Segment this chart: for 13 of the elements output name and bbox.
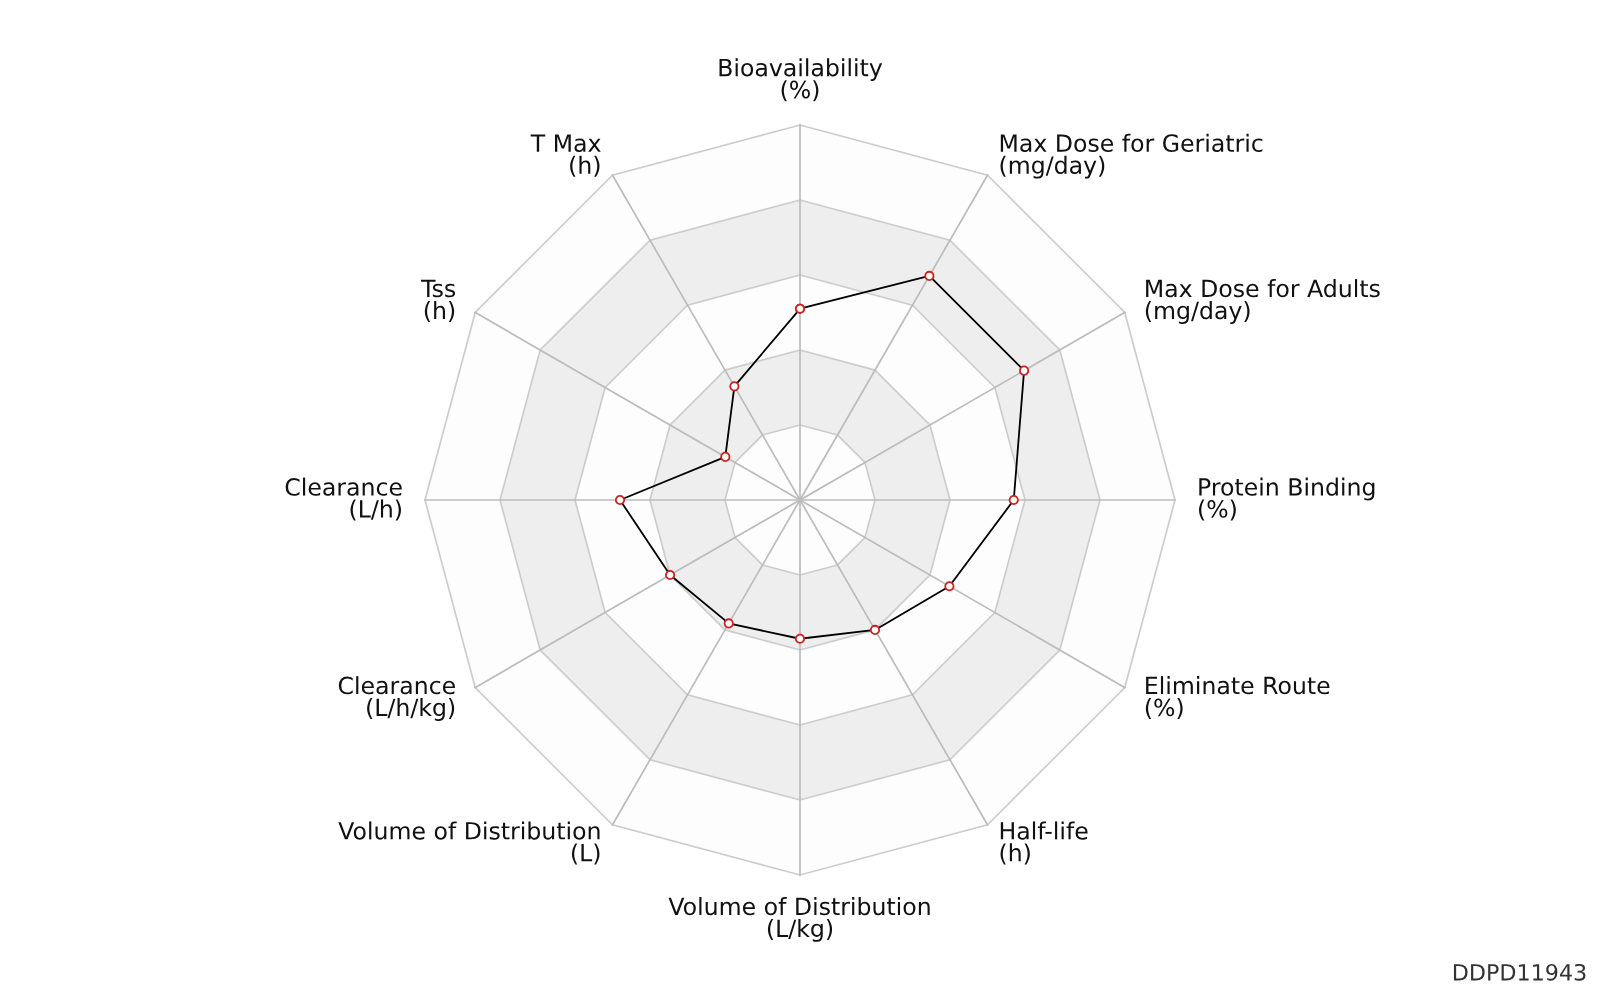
spoke-label: Max Dose for Geriatric (mg/day) — [1000, 133, 1263, 179]
spoke-label: Half-life (h) — [1000, 821, 1088, 865]
spoke-label: Protein Binding (%) — [1199, 477, 1375, 521]
spoke-label: T Max (h) — [530, 134, 601, 177]
spoke-label: Volume of Distribution (L/kg) — [668, 897, 930, 942]
spoke-label: Eliminate Route (%) — [1145, 676, 1330, 720]
spoke-label: Max Dose for Adults (mg/day) — [1145, 279, 1380, 324]
spoke-label: Clearance (L/h) — [285, 477, 402, 521]
spoke-label: Clearance (L/h/kg) — [338, 676, 455, 721]
text: DDPD11943 — [1453, 963, 1586, 981]
spoke-label: Bioavailability (%) — [719, 58, 883, 102]
spoke-label: Volume of Distribution (L) — [338, 821, 600, 865]
spoke-label: Tss (h) — [420, 279, 456, 323]
